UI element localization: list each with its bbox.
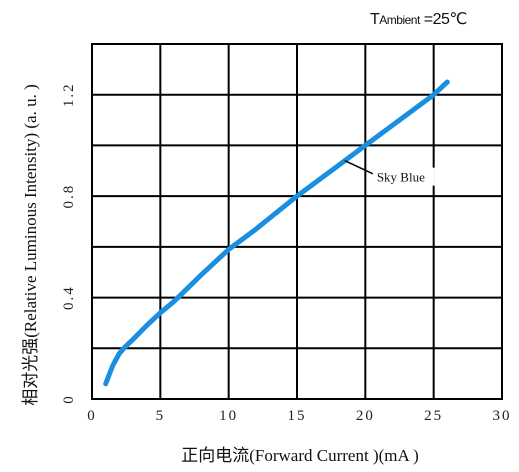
plot-frame xyxy=(91,43,503,400)
x-tick-label: 10 xyxy=(219,408,238,424)
y-tick-label: 0 xyxy=(61,394,77,404)
y-tick-labels: 0 0.4 0.8 1.2 xyxy=(61,82,77,403)
grid xyxy=(91,43,503,400)
y-tick-label: 0.8 xyxy=(61,184,77,209)
series-label-leader xyxy=(344,159,376,176)
y-tick-label: 1.2 xyxy=(61,82,77,107)
x-tick-label: 20 xyxy=(356,408,375,424)
series-label: Sky Blue xyxy=(377,170,425,185)
x-tick-label: 15 xyxy=(288,408,307,424)
condition-value: =25℃ xyxy=(419,11,468,28)
y-axis-title: 相对光强(Relative Luminous Intensity) (a. u.… xyxy=(21,84,40,406)
x-tick-label: 30 xyxy=(493,408,512,424)
condition-label: TAmbient =25℃ xyxy=(370,9,467,29)
x-axis-title: 正向电流(Forward Current )(mA ) xyxy=(181,446,419,465)
x-tick-label: 25 xyxy=(424,408,443,424)
y-tick-label: 0.4 xyxy=(61,285,77,310)
plot-border xyxy=(91,43,503,400)
x-tick-labels: 0 5 10 15 20 25 30 xyxy=(87,408,512,424)
condition-subscript: Ambient xyxy=(379,13,420,27)
series-line-sky-blue xyxy=(103,79,450,387)
condition-prefix: T xyxy=(370,11,380,28)
x-tick-label: 0 xyxy=(87,408,97,424)
series-label-background xyxy=(372,167,435,186)
x-tick-label: 5 xyxy=(156,408,166,424)
series-group: Sky Blue xyxy=(103,79,450,387)
